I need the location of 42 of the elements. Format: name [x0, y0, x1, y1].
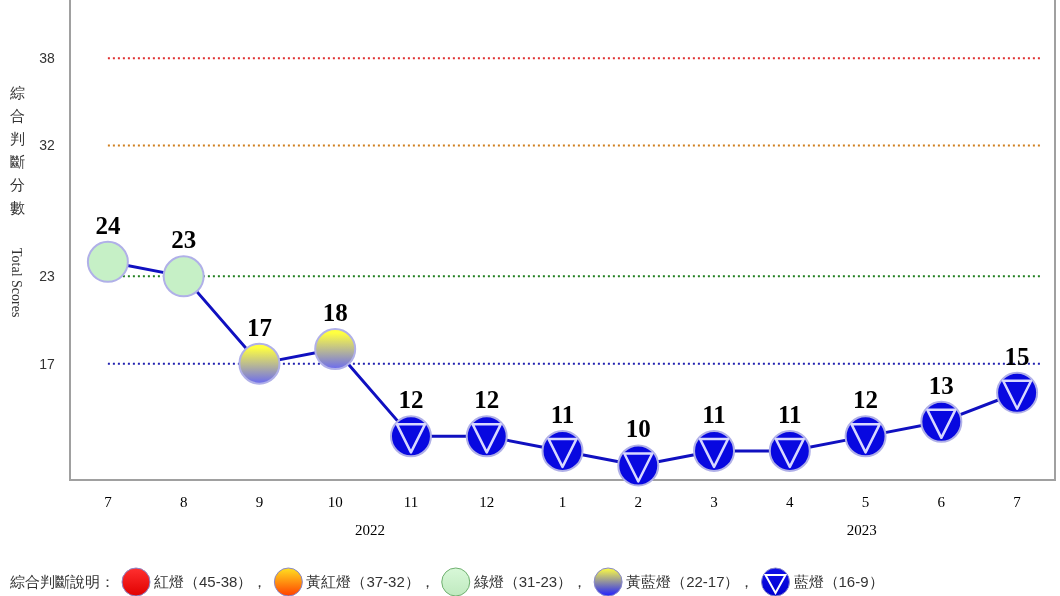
x-tick-label: 2 [634, 494, 643, 510]
x-tick-label: 11 [403, 494, 419, 510]
y-tick-label: 17 [39, 355, 55, 372]
x-tick-label: 8 [179, 494, 188, 510]
data-label: 11 [702, 400, 726, 428]
text: 綜合判斷說明： [9, 573, 115, 590]
x-tick-label: 7 [104, 494, 113, 510]
data-label: 11 [550, 400, 575, 428]
text: 紅燈（45-38）， [154, 573, 268, 590]
x-tick-label: 7 [1013, 494, 1022, 510]
text: 2023 [846, 522, 877, 538]
y-tick-label: 32 [39, 137, 55, 154]
x-tick-label: 6 [937, 494, 946, 510]
point [86, 240, 129, 283]
data-label: 12 [474, 386, 500, 414]
x-tick-label: 5 [861, 494, 870, 510]
text: 綠燈（31-23）， [472, 573, 588, 590]
data-label: 17 [246, 313, 272, 341]
y-tick-label: 38 [39, 50, 55, 67]
data-label: 12 [398, 386, 424, 414]
y-tick-label: 23 [39, 268, 55, 285]
data-label: 24 [95, 211, 121, 239]
data-label: 23 [171, 226, 197, 254]
data-label: 13 [928, 371, 954, 399]
y-axis-title: 綜合判斷分數 [8, 84, 25, 216]
text: 藍燈（16-9） [793, 573, 884, 590]
x-tick-label: 1 [558, 494, 567, 510]
data-label: 12 [853, 386, 879, 414]
data-label: 15 [1004, 342, 1030, 370]
x-tick-label: 12 [479, 494, 495, 510]
x-tick-label: 9 [255, 494, 264, 510]
data-label: 10 [625, 415, 651, 443]
data-label: 18 [322, 299, 348, 327]
x-tick-label: 4 [786, 494, 795, 510]
text: 黃紅燈（37-32）， [306, 573, 435, 590]
text: 2022 [355, 522, 386, 538]
x-tick-label: 3 [710, 494, 718, 510]
data-label: 11 [778, 400, 802, 428]
text: 黃藍燈（22-17）， [626, 573, 755, 590]
x-tick-label: 10 [327, 494, 343, 510]
text: Total Scores [9, 248, 24, 318]
point [162, 255, 205, 298]
